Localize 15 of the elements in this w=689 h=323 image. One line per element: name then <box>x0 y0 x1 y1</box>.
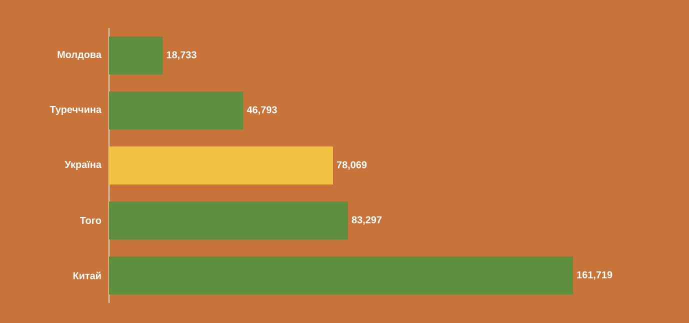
bar <box>109 202 348 240</box>
bar <box>109 36 163 75</box>
bar <box>109 256 574 295</box>
y-tick-label: Україна <box>64 161 102 170</box>
y-tick-label: Того <box>80 217 102 224</box>
y-tick-label: Китай <box>73 272 101 280</box>
data-label: 161,719 <box>577 271 612 280</box>
bar <box>109 92 244 130</box>
bar <box>109 146 333 185</box>
data-label: 18,733 <box>166 51 196 60</box>
y-tick-label: Молдова <box>58 51 102 60</box>
data-label: 46,793 <box>246 106 277 115</box>
data-label: 78,069 <box>336 161 367 170</box>
data-label: 83,297 <box>352 216 382 225</box>
y-tick-label: Туреччина <box>50 106 102 115</box>
